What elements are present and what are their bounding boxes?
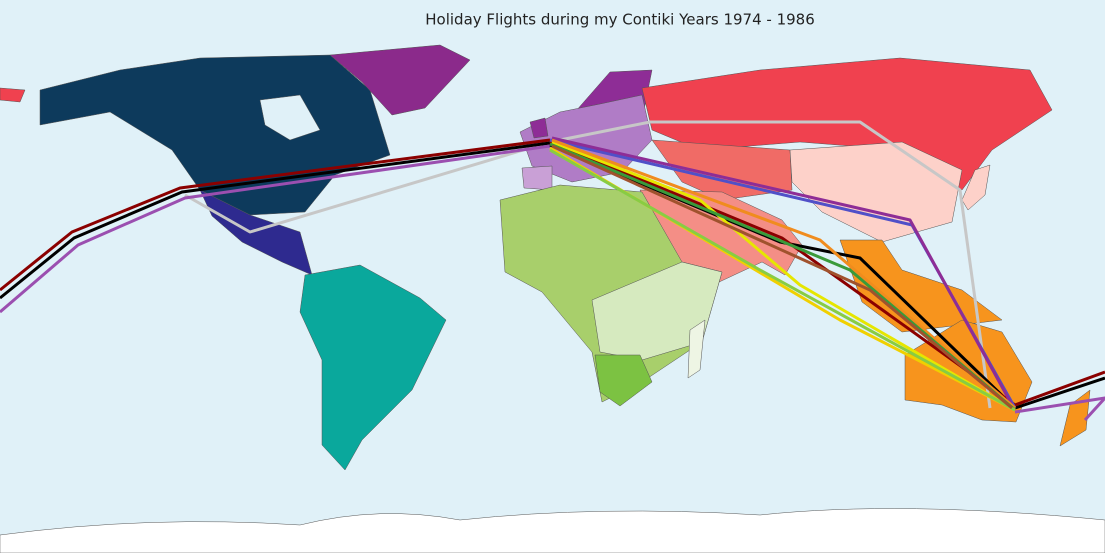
flight-route (184, 140, 551, 234)
new-zealand (1059, 389, 1091, 447)
flight-route (0, 138, 551, 292)
flight-route (0, 141, 551, 300)
madagascar (687, 319, 706, 379)
hudson-bay (259, 94, 321, 141)
flight-route (0, 144, 551, 314)
flight-route (551, 144, 1013, 410)
flight-route (549, 140, 1105, 407)
flight-route (549, 148, 1016, 412)
central-america (199, 189, 313, 276)
iberia (521, 165, 553, 191)
flight-route (551, 136, 1014, 406)
flight-route (549, 120, 992, 409)
russia-west-edge (0, 87, 26, 103)
uk (529, 117, 549, 139)
south-america (299, 264, 447, 471)
greenland (329, 44, 471, 116)
flight-route (551, 140, 1016, 412)
japan (961, 164, 991, 211)
flight-route (1014, 396, 1105, 422)
flight-route (551, 138, 1016, 410)
southern-africa (594, 354, 653, 407)
antarctica (0, 508, 1105, 553)
map-title: Holiday Flights during my Contiki Years … (425, 11, 815, 29)
